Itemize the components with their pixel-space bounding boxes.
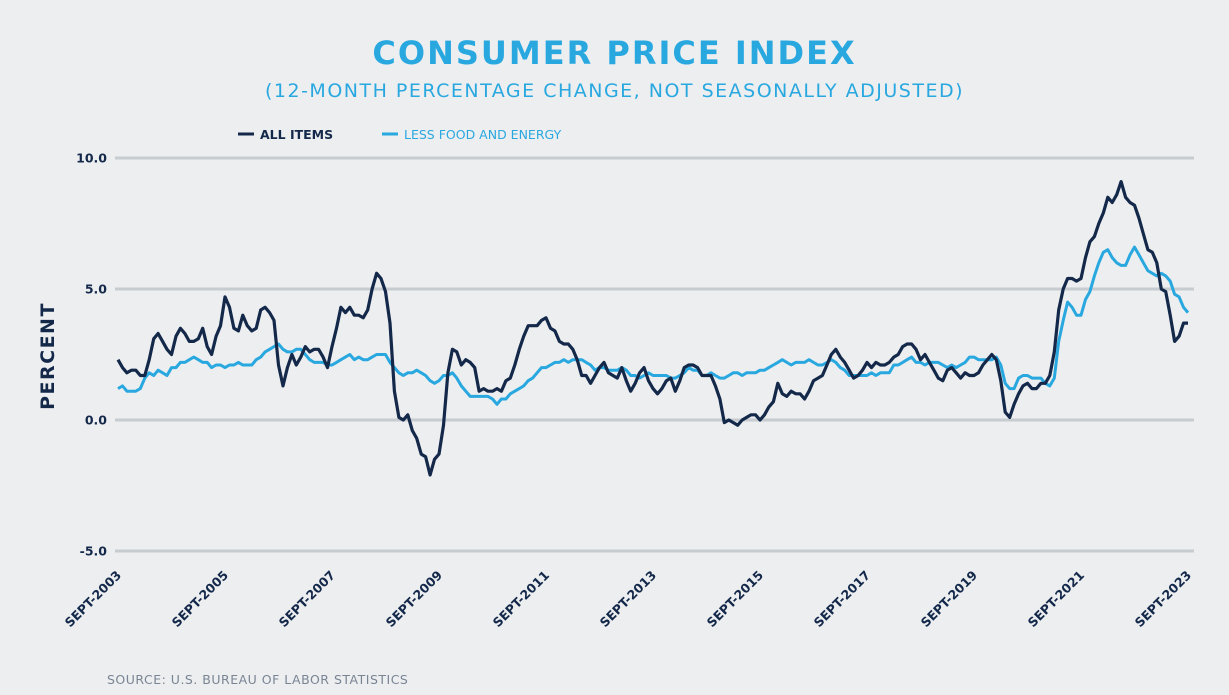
- x-tick-label: SEPT-2019: [918, 568, 980, 630]
- x-tick-label: SEPT-2007: [276, 568, 338, 630]
- x-tick-label: SEPT-2015: [704, 568, 766, 630]
- chart-subtitle: (12-MONTH PERCENTAGE CHANGE, NOT SEASONA…: [264, 80, 965, 102]
- y-tick-label: -5.0: [80, 544, 108, 559]
- y-axis-label: PERCENT: [37, 302, 59, 410]
- y-tick-label: 0.0: [85, 413, 107, 428]
- legend-item: ALL ITEMS: [238, 127, 333, 142]
- x-tick-label: SEPT-2003: [62, 568, 124, 630]
- x-tick-label: SEPT-2011: [490, 568, 552, 630]
- series-line-less-food-and-energy: [117, 245, 1190, 406]
- x-tick-label: SEPT-2009: [383, 568, 445, 630]
- x-tick-label: SEPT-2013: [597, 568, 659, 630]
- chart-title: CONSUMER PRICE INDEX: [372, 34, 857, 72]
- legend-item: LESS FOOD AND ENERGY: [382, 127, 562, 142]
- x-tick-label: SEPT-2021: [1025, 568, 1087, 630]
- series-line-all-items: [116, 180, 1188, 477]
- legend-label: ALL ITEMS: [260, 127, 333, 142]
- y-tick-label: 5.0: [85, 282, 107, 297]
- source-note: SOURCE: U.S. BUREAU OF LABOR STATISTICS: [107, 672, 409, 687]
- y-tick-label: 10.0: [76, 151, 107, 166]
- x-tick-label: SEPT-2005: [169, 568, 231, 630]
- legend-label: LESS FOOD AND ENERGY: [404, 127, 562, 142]
- x-tick-label: SEPT-2017: [811, 568, 873, 630]
- x-tick-label: SEPT-2023: [1132, 568, 1194, 630]
